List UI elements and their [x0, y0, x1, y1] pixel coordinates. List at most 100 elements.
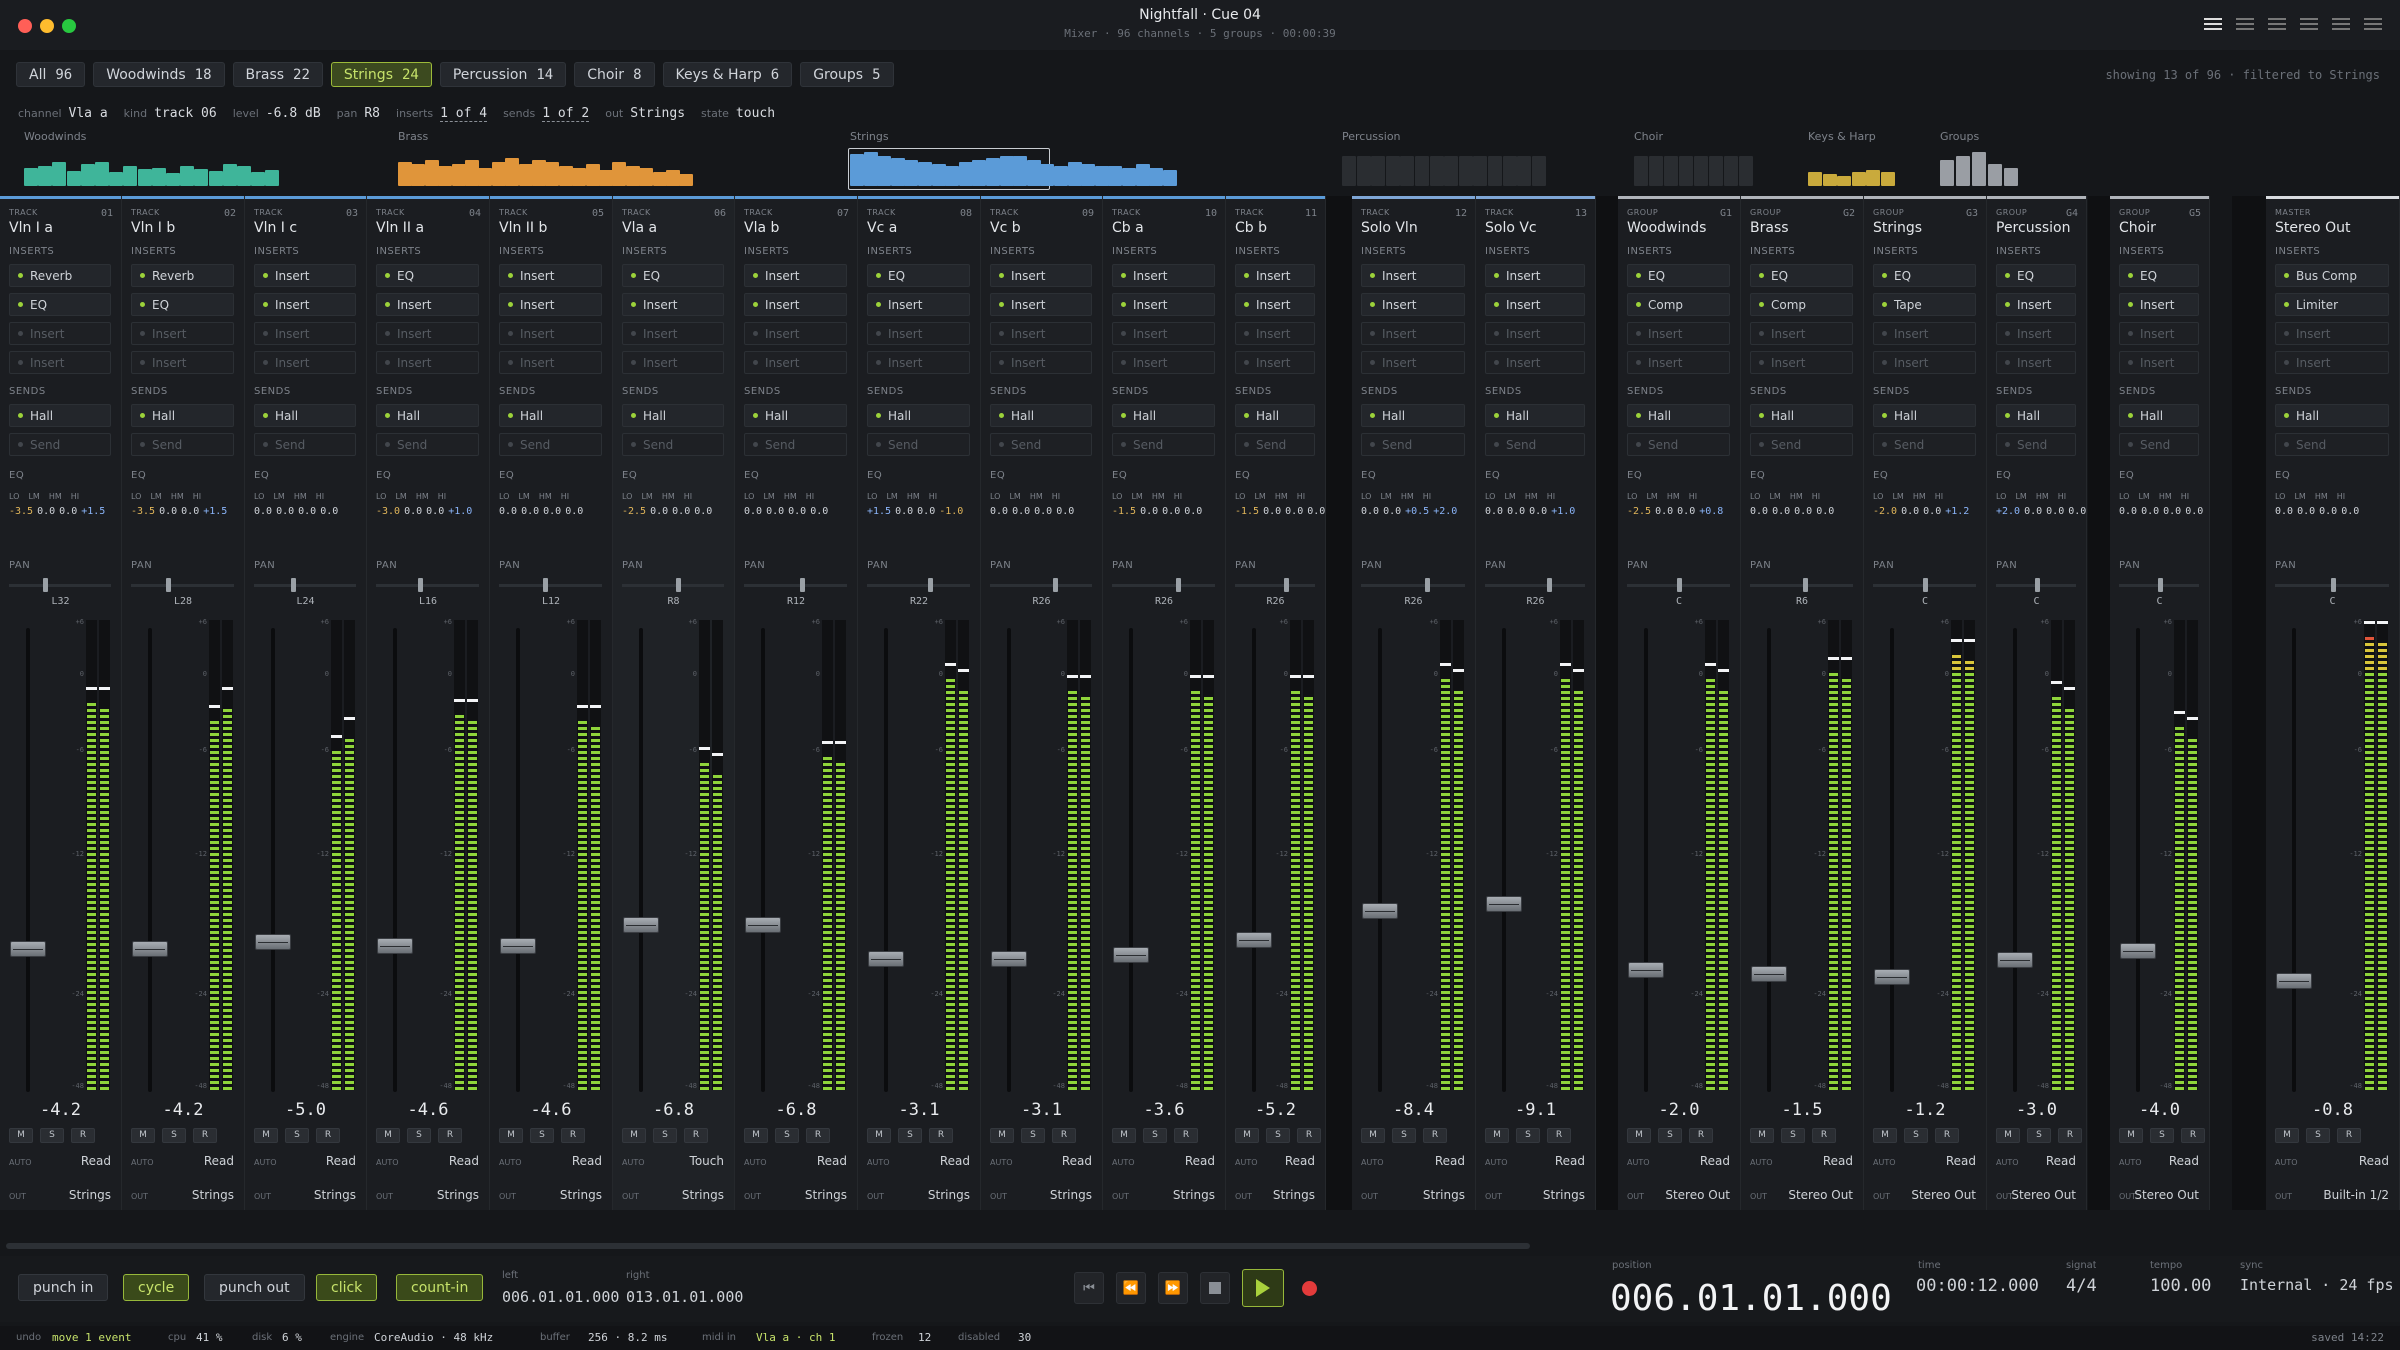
filter-choir[interactable]: Choir 8 — [574, 62, 655, 87]
insert-slot[interactable]: Insert — [499, 293, 602, 316]
eq-value[interactable]: 0.0 — [1794, 506, 1813, 517]
filter-all[interactable]: All 96 — [16, 62, 86, 87]
output-routing[interactable]: Strings — [927, 1188, 970, 1202]
mute-button[interactable]: M — [990, 1128, 1014, 1143]
record-arm-button[interactable]: R — [2058, 1128, 2082, 1143]
insert-slot[interactable]: Comp — [1750, 293, 1853, 316]
rewind-button[interactable]: ⏪ — [1116, 1272, 1146, 1304]
eq-value[interactable]: +2.0 — [1996, 506, 2021, 517]
send-slot[interactable]: Hall — [867, 404, 970, 427]
insert-slot[interactable]: Comp — [1627, 293, 1730, 316]
mute-button[interactable]: M — [1996, 1128, 2020, 1143]
solo-button[interactable]: S — [40, 1128, 64, 1143]
insert-slot[interactable]: Insert — [990, 293, 1092, 316]
strip-name[interactable]: Vc b — [990, 220, 1021, 236]
pan-knob[interactable] — [166, 578, 172, 592]
insert-slot[interactable]: Insert — [2275, 351, 2389, 374]
fader-value[interactable]: -4.0 — [2139, 1100, 2180, 1120]
go-to-start-button[interactable]: ⏮ — [1074, 1272, 1104, 1304]
eq-value[interactable]: -1.5 — [1235, 506, 1260, 517]
mute-button[interactable]: M — [499, 1128, 523, 1143]
insert-slot[interactable]: Insert — [1627, 322, 1730, 345]
record-arm-button[interactable]: R — [1689, 1128, 1713, 1143]
pan-track[interactable] — [1485, 584, 1585, 587]
record-arm-button[interactable]: R — [71, 1128, 95, 1143]
insert-slot[interactable]: Insert — [254, 264, 356, 287]
eq-value[interactable]: 0.0 — [2163, 506, 2182, 517]
insert-slot[interactable]: Insert — [1873, 322, 1976, 345]
insert-slot[interactable]: Insert — [1750, 322, 1853, 345]
automation-mode[interactable]: Read — [448, 1154, 479, 1168]
eq-value[interactable]: 0.0 — [320, 506, 339, 517]
automation-mode[interactable]: Touch — [689, 1154, 724, 1168]
insert-slot[interactable]: Insert — [1361, 351, 1465, 374]
eq-value[interactable]: 0.0 — [2068, 506, 2087, 517]
fader-value[interactable]: -3.6 — [1143, 1100, 1185, 1120]
automation-mode[interactable]: Read — [80, 1154, 111, 1168]
insert-slot[interactable]: Insert — [1361, 322, 1465, 345]
record-arm-button[interactable]: R — [2337, 1128, 2361, 1143]
insert-slot[interactable]: Insert — [622, 351, 724, 374]
send-slot[interactable]: Hall — [1873, 404, 1976, 427]
eq-value[interactable]: +2.0 — [1433, 506, 1458, 517]
eq-value[interactable]: 0.0 — [1507, 506, 1526, 517]
send-slot[interactable]: Hall — [376, 404, 479, 427]
eq-value[interactable]: 0.0 — [917, 506, 936, 517]
mute-button[interactable]: M — [1627, 1128, 1651, 1143]
channel-strip[interactable]: GROUP G1 Woodwinds INSERTS EQ Comp Insert Inser… — [1618, 196, 1741, 1210]
eq-value[interactable]: 0.0 — [2319, 506, 2338, 517]
send-slot[interactable]: Send — [1750, 433, 1853, 456]
fader-value[interactable]: -0.8 — [2312, 1100, 2353, 1120]
channel-strip[interactable]: GROUP G3 Strings INSERTS EQ Tape Insert Insert S… — [1864, 196, 1987, 1210]
eq-value[interactable]: 0.0 — [1162, 506, 1181, 517]
solo-button[interactable]: S — [162, 1128, 186, 1143]
eq-value[interactable]: 0.0 — [1816, 506, 1835, 517]
insert-slot[interactable]: Limiter — [2275, 293, 2389, 316]
close-window-button[interactable] — [18, 19, 32, 33]
eq-value[interactable]: +1.0 — [1551, 506, 1576, 517]
solo-button[interactable]: S — [653, 1128, 677, 1143]
send-slot[interactable]: Send — [1112, 433, 1215, 456]
pan-knob[interactable] — [2034, 578, 2040, 592]
pan-knob[interactable] — [1803, 578, 1809, 592]
insert-slot[interactable]: EQ — [1873, 264, 1976, 287]
eq-value[interactable]: 0.0 — [159, 506, 178, 517]
eq-values[interactable]: +2.0 0.0 0.0 0.0 — [1996, 506, 2086, 517]
eq-value[interactable]: 0.0 — [499, 506, 518, 517]
eq-value[interactable]: 0.0 — [1263, 506, 1282, 517]
eq-value[interactable]: 0.0 — [1140, 506, 1159, 517]
insert-slot[interactable]: Insert — [1235, 351, 1315, 374]
fader-track[interactable] — [1767, 628, 1771, 1092]
record-arm-button[interactable]: R — [1812, 1128, 1836, 1143]
strip-name[interactable]: Cb b — [1235, 220, 1267, 236]
output-routing[interactable]: Strings — [1542, 1188, 1585, 1202]
channel-strip[interactable]: TRACK 13 Solo Vc INSERTS Insert Insert Insert I… — [1476, 196, 1596, 1210]
pan-track[interactable] — [499, 584, 602, 587]
insert-slot[interactable]: Insert — [990, 351, 1092, 374]
insert-slot[interactable]: Insert — [1112, 351, 1215, 374]
fast-forward-button[interactable]: ⏩ — [1158, 1272, 1188, 1304]
pan-track[interactable] — [1235, 584, 1315, 587]
eq-values[interactable]: 0.0 0.0 0.0 0.0 — [2275, 506, 2359, 517]
insert-slot[interactable]: Insert — [867, 322, 970, 345]
strip-name[interactable]: Choir — [2119, 220, 2156, 236]
insert-slot[interactable]: Insert — [2119, 322, 2199, 345]
automation-mode[interactable]: Read — [203, 1154, 234, 1168]
channel-strip[interactable]: GROUP G4 Percussion INSERTS EQ Insert Insert In… — [1987, 196, 2087, 1210]
mute-button[interactable]: M — [744, 1128, 768, 1143]
filter-woodwinds[interactable]: Woodwinds 18 — [93, 62, 225, 87]
insert-slot[interactable]: Tape — [1873, 293, 1976, 316]
record-arm-button[interactable]: R — [438, 1128, 462, 1143]
send-slot[interactable]: Hall — [2119, 404, 2199, 427]
fader-track[interactable] — [2013, 628, 2017, 1092]
eq-values[interactable]: 0.0 0.0 0.0 0.0 — [254, 506, 338, 517]
info-value[interactable]: 1 of 4 — [440, 106, 488, 122]
eq-value[interactable]: -3.5 — [131, 506, 156, 517]
eq-value[interactable]: +0.8 — [1699, 506, 1724, 517]
insert-slot[interactable]: EQ — [1750, 264, 1853, 287]
eq-values[interactable]: -2.5 0.0 0.0 0.0 — [622, 506, 712, 517]
record-arm-button[interactable]: R — [561, 1128, 585, 1143]
mute-button[interactable]: M — [376, 1128, 400, 1143]
insert-slot[interactable]: Insert — [744, 351, 847, 374]
eq-value[interactable]: 0.0 — [298, 506, 317, 517]
